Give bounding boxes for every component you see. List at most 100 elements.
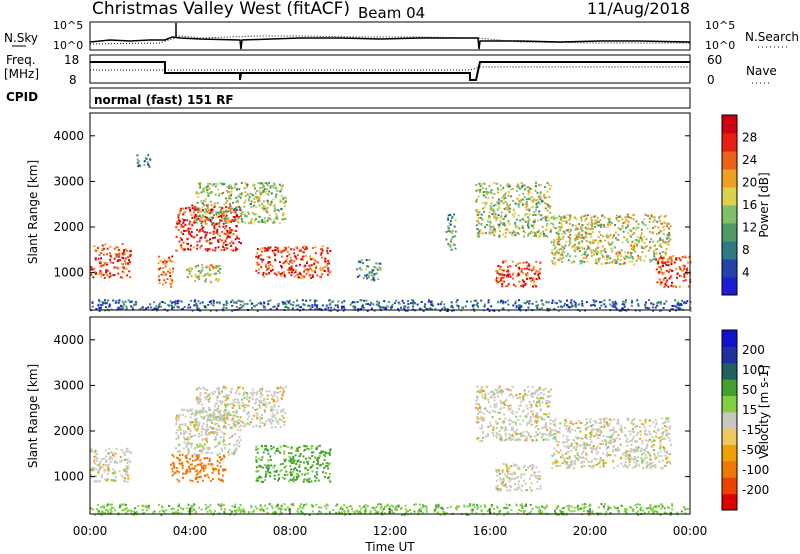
velocity-cell: [488, 411, 491, 414]
power-cell: [544, 218, 547, 221]
power-cell: [309, 255, 312, 258]
velocity-cell: [194, 434, 197, 437]
velocity-cell: [217, 442, 220, 445]
power-cell: [273, 305, 276, 308]
power-cell: [196, 276, 199, 279]
velocity-cell: [280, 397, 283, 400]
velocity-cell: [475, 420, 478, 423]
power-cell: [487, 301, 490, 304]
power-cell: [158, 281, 161, 284]
power-cell: [254, 305, 257, 308]
power-cell: [224, 240, 227, 243]
power-cell: [453, 243, 456, 246]
power-cell: [593, 304, 596, 307]
power-cell: [519, 187, 521, 190]
power-cell: [228, 228, 231, 231]
power-cell: [605, 258, 608, 261]
power-cell: [124, 262, 127, 265]
velocity-cell: [217, 469, 220, 471]
power-cell: [278, 261, 281, 264]
power-cell: [422, 309, 425, 312]
power-cell: [489, 228, 492, 231]
power-cell: [209, 264, 212, 267]
power-cell: [300, 277, 303, 279]
power-cell: [188, 268, 191, 271]
power-cell: [197, 270, 200, 273]
velocity-cell: [295, 476, 298, 478]
velocity-cell: [216, 460, 219, 463]
velocity-cell: [507, 468, 510, 471]
velocity-cell: [499, 425, 502, 428]
velocity-cell: [282, 408, 285, 411]
power-cell: [495, 278, 498, 281]
velocity-cell: [234, 397, 237, 400]
power-cell: [659, 244, 662, 247]
power-cell: [546, 203, 549, 206]
colorbar-segment: [722, 205, 737, 224]
power-cell: [610, 221, 613, 224]
power-cell: [522, 285, 525, 288]
power-cell: [255, 218, 257, 221]
power-cell: [662, 272, 665, 274]
velocity-cell: [219, 418, 222, 421]
power-cell: [447, 218, 450, 221]
velocity-cell: [526, 394, 529, 397]
velocity-cell: [217, 477, 220, 480]
velocity-cell: [221, 400, 224, 403]
velocity-cell: [181, 467, 184, 470]
velocity-cell: [95, 453, 98, 456]
velocity-cell: [511, 438, 514, 441]
power-cell: [616, 257, 619, 260]
velocity-cell: [495, 486, 498, 489]
velocity-cell: [112, 452, 115, 455]
velocity-cell: [250, 421, 252, 423]
velocity-cell: [256, 408, 259, 411]
power-cell: [549, 211, 552, 214]
power-cell: [593, 250, 596, 252]
power-cell: [426, 308, 429, 311]
power-cell: [607, 217, 610, 220]
velocity-cell: [314, 479, 317, 482]
power-cell: [621, 225, 624, 228]
power-cell: [508, 183, 511, 186]
velocity-cell: [273, 477, 276, 480]
velocity-cell: [260, 400, 263, 403]
power-cell: [666, 225, 669, 228]
velocity-cell: [507, 470, 510, 473]
power-cell: [652, 303, 655, 306]
power-cell: [614, 302, 617, 305]
velocity-cell: [567, 450, 570, 453]
velocity-cell: [197, 435, 200, 438]
power-cell: [641, 221, 644, 224]
velocity-cell: [503, 413, 506, 416]
power-cell: [191, 216, 194, 219]
power-cell: [529, 232, 531, 235]
power-cell: [268, 247, 270, 250]
power-cell: [255, 190, 258, 192]
power-cell: [162, 283, 164, 286]
power-cell: [516, 185, 519, 188]
velocity-cell: [204, 429, 207, 431]
power-cell: [215, 211, 218, 214]
velocity-cell: [214, 416, 217, 419]
power-cell: [451, 236, 454, 239]
velocity-cell: [199, 394, 202, 397]
power-cell: [528, 302, 531, 305]
power-cell: [477, 220, 480, 223]
power-cell: [222, 225, 225, 228]
power-cell: [266, 248, 269, 251]
power-cell: [234, 238, 237, 241]
power-cell: [488, 215, 491, 218]
velocity-cell: [186, 468, 189, 471]
power-cell: [283, 271, 285, 274]
velocity-cell: [620, 424, 623, 427]
velocity-cell: [277, 399, 280, 401]
power-cell: [580, 233, 583, 236]
power-cell: [98, 254, 101, 256]
velocity-cell: [282, 452, 285, 455]
power-cell: [158, 302, 161, 305]
velocity-cell: [531, 410, 534, 413]
power-cell: [553, 215, 555, 218]
power-cell: [315, 299, 318, 302]
power-cell: [466, 300, 468, 303]
